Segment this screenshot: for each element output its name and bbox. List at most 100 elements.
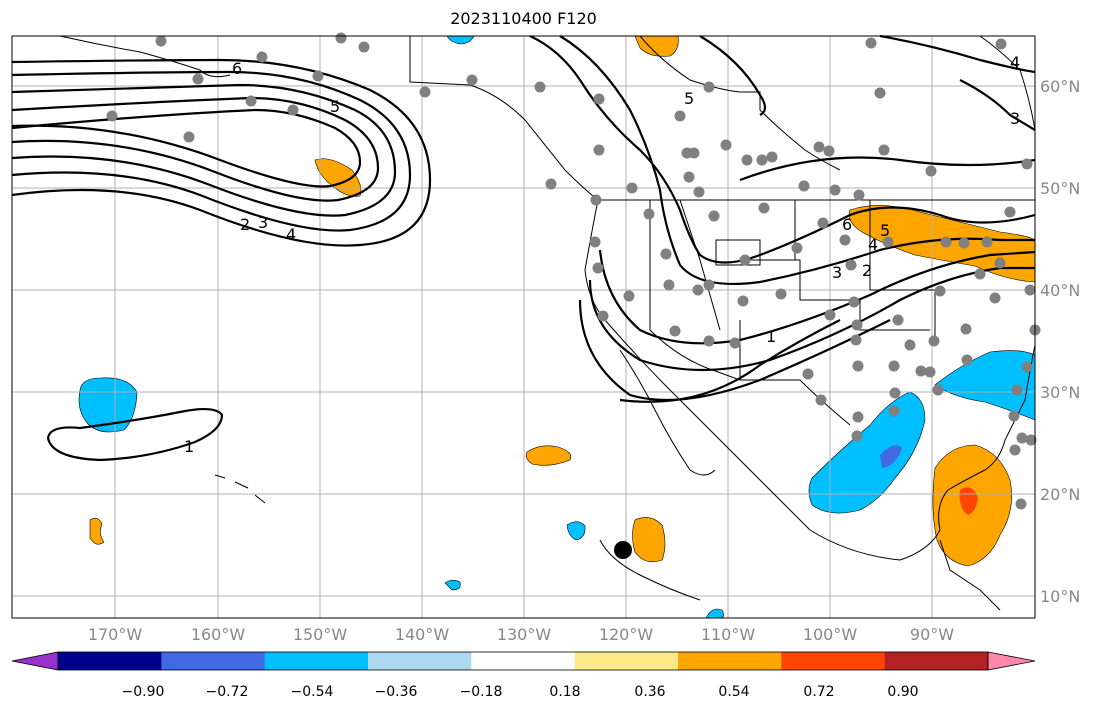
station-marker — [545, 178, 557, 190]
latitude-axis: 60°N 50°N 40°N 30°N 20°N 10°N — [1040, 77, 1080, 606]
station-marker — [932, 384, 944, 396]
colorbar-left-extension — [11, 651, 59, 671]
lon-label-120w: 120°W — [599, 625, 654, 644]
lon-label-100w: 100°W — [803, 625, 858, 644]
station-marker — [850, 334, 862, 346]
station-marker — [703, 335, 715, 347]
station-marker — [419, 86, 431, 98]
colorbar-cell — [161, 652, 266, 670]
station-marker — [623, 290, 635, 302]
contour-label: 2 — [240, 215, 250, 234]
station-marker — [813, 141, 825, 153]
station-marker — [791, 242, 803, 254]
station-marker — [925, 165, 937, 177]
station-marker — [155, 35, 167, 47]
station-marker — [106, 110, 118, 122]
lat-label-20n: 20°N — [1040, 485, 1080, 504]
shaded-region-pacific-orange-2 — [525, 445, 572, 466]
station-marker — [889, 387, 901, 399]
shaded-region-gulf-inner — [880, 445, 902, 468]
station-marker — [888, 360, 900, 372]
station-marker — [904, 339, 916, 351]
colorbar-tick-label: −0.18 — [460, 684, 503, 700]
colorbar-tick-labels: −0.90 −0.72 −0.54 −0.36 −0.18 0.18 0.36 … — [122, 684, 919, 700]
shaded-region-pacific-orange-1 — [314, 158, 362, 197]
contour-label: 6 — [232, 59, 242, 78]
contour-label: 6 — [842, 215, 852, 234]
colorbar-tick-label: −0.36 — [375, 684, 418, 700]
lon-label-130w: 130°W — [497, 625, 552, 644]
shaded-region-small-blue-2 — [446, 35, 475, 45]
shaded-region-small-blue-3 — [444, 579, 461, 591]
contour-label: 4 — [868, 235, 878, 254]
lon-label-170w: 170°W — [88, 625, 143, 644]
station-marker — [660, 248, 672, 260]
station-marker — [839, 234, 851, 246]
station-marker — [994, 257, 1006, 269]
lat-label-60n: 60°N — [1040, 77, 1080, 96]
station-marker — [593, 144, 605, 156]
station-marker — [823, 145, 835, 157]
station-marker — [974, 268, 986, 280]
lon-label-90w: 90°W — [910, 625, 954, 644]
lat-label-50n: 50°N — [1040, 179, 1080, 198]
station-marker — [958, 237, 970, 249]
colorbar-tick-label: −0.90 — [122, 684, 165, 700]
shaded-regions — [78, 35, 1036, 619]
contour-label: 1 — [184, 437, 194, 456]
contours — [11, 34, 1036, 462]
colorbar-right-extension — [987, 651, 1036, 671]
shaded-region-pacific-orange-4 — [89, 517, 105, 545]
map-panel: 6 5 4 3 2 1 5 6 5 4 3 2 1 3 4 — [11, 32, 1041, 619]
colorbar-cell — [58, 652, 162, 670]
station-marker — [739, 254, 751, 266]
station-marker — [312, 70, 324, 82]
station-marker — [1016, 432, 1028, 444]
contour-label: 5 — [880, 221, 890, 240]
station-marker — [848, 296, 860, 308]
map-title: 2023110400 F120 — [450, 9, 597, 28]
station-marker — [1021, 361, 1033, 373]
station-marker — [358, 41, 370, 53]
station-marker — [590, 194, 602, 206]
colorbar-cell — [781, 652, 886, 670]
lon-label-150w: 150°W — [293, 625, 348, 644]
station-marker — [852, 411, 864, 423]
station-marker — [1009, 444, 1021, 456]
colorbar-tick-label: 0.36 — [634, 684, 665, 700]
colorbar-cell — [368, 652, 472, 670]
station-marker — [924, 366, 936, 378]
station-marker — [466, 74, 478, 86]
coastlines — [59, 35, 1036, 611]
station-marker — [960, 323, 972, 335]
station-markers — [106, 32, 1041, 510]
shaded-region-pacific-blue — [78, 377, 138, 433]
contour-label: 2 — [862, 261, 872, 280]
shaded-region-gulf-blue — [808, 391, 926, 514]
station-marker — [961, 354, 973, 366]
station-marker — [817, 217, 829, 229]
station-marker — [798, 180, 810, 192]
station-marker — [683, 171, 695, 183]
colorbar-cell — [574, 652, 679, 670]
contour-label: 4 — [1010, 53, 1020, 72]
station-marker — [874, 87, 886, 99]
station-marker — [643, 208, 655, 220]
colorbar: −0.90 −0.72 −0.54 −0.36 −0.18 0.18 0.36 … — [11, 651, 1036, 700]
colorbar-frame — [57, 651, 989, 671]
contour-label: 3 — [1010, 109, 1020, 128]
station-marker — [852, 360, 864, 372]
station-marker — [1021, 158, 1033, 170]
lat-label-30n: 30°N — [1040, 383, 1080, 402]
station-marker — [766, 151, 778, 163]
station-marker — [688, 147, 700, 159]
highlight-point — [614, 541, 632, 559]
station-marker — [829, 184, 841, 196]
station-marker — [940, 236, 952, 248]
station-marker — [1008, 410, 1020, 422]
station-marker — [703, 81, 715, 93]
station-marker — [851, 430, 863, 442]
lon-label-140w: 140°W — [395, 625, 450, 644]
station-marker — [928, 335, 940, 347]
colorbar-tick-label: 0.18 — [549, 684, 580, 700]
